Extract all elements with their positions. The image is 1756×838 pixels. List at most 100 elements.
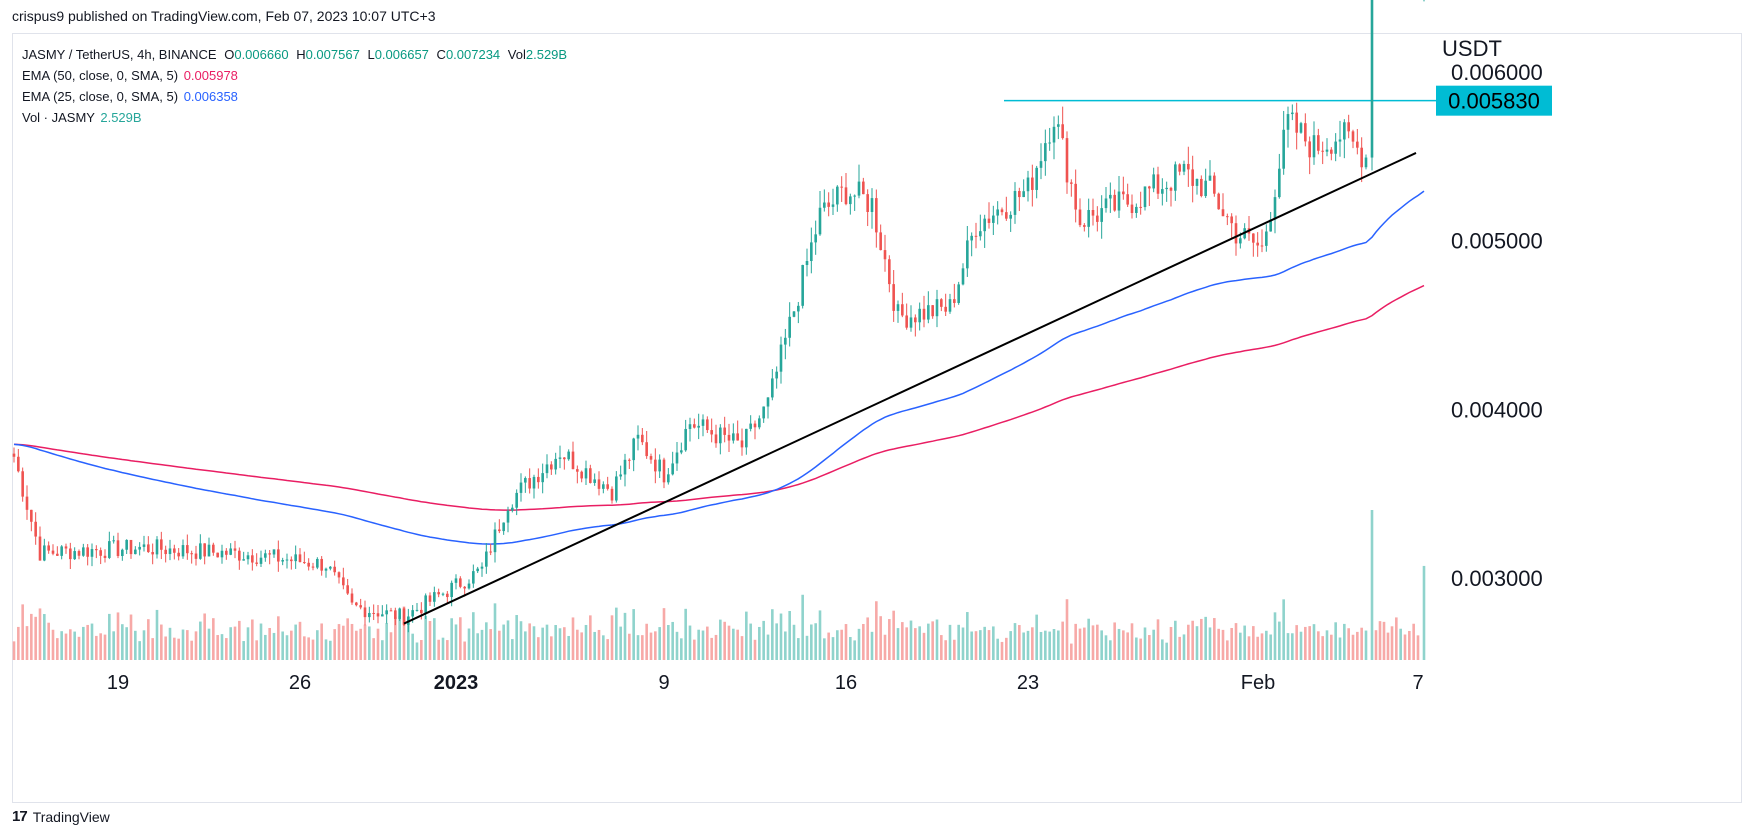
- volume-bar: [567, 635, 570, 660]
- legend-open-label: O: [224, 47, 235, 62]
- volume-bar: [840, 629, 843, 660]
- candle-body: [320, 558, 323, 571]
- volume-bar: [220, 634, 224, 660]
- candle-body: [1035, 167, 1038, 190]
- candle-body: [1031, 177, 1034, 190]
- candle-body: [541, 473, 544, 483]
- candle-body: [589, 468, 592, 483]
- volume-bar: [329, 640, 332, 660]
- candle-body: [1321, 150, 1324, 152]
- volume-bar: [1403, 634, 1407, 660]
- candle-body: [537, 476, 540, 483]
- candle-body: [242, 559, 245, 561]
- volume-bar: [415, 642, 419, 660]
- volume-bar: [1026, 630, 1030, 660]
- volume-bar: [134, 630, 137, 660]
- volume-bar: [983, 626, 986, 660]
- candle-body: [277, 549, 280, 562]
- candle-body: [818, 207, 822, 235]
- candle-body: [43, 545, 46, 561]
- level-label-box: [1436, 85, 1552, 116]
- volume-bar: [467, 628, 471, 660]
- candle-body: [1048, 142, 1051, 144]
- candle-body: [459, 578, 462, 587]
- candle-body: [212, 544, 215, 553]
- candle-body: [1169, 187, 1173, 191]
- volume-bar: [77, 636, 81, 660]
- volume-bar: [589, 615, 592, 660]
- candle-body: [896, 304, 900, 311]
- x-tick-label: Feb: [1241, 672, 1275, 694]
- volume-bar: [528, 623, 531, 660]
- candle-body: [615, 476, 618, 501]
- volume-bar: [719, 619, 722, 660]
- candle-body: [480, 566, 484, 569]
- candle-body: [99, 550, 102, 556]
- candle-body: [762, 406, 765, 419]
- volume-bar: [1048, 631, 1051, 660]
- tradingview-logo-icon: 17: [12, 808, 28, 825]
- candle-body: [879, 232, 882, 251]
- volume-bar: [337, 624, 341, 660]
- volume-bar: [69, 629, 72, 660]
- candle-body: [1256, 242, 1259, 246]
- candle-body: [333, 566, 336, 573]
- candle-body: [628, 459, 631, 461]
- volume-bar: [25, 626, 29, 660]
- volume-bar: [372, 638, 375, 660]
- candle-body: [64, 546, 68, 549]
- volume-bar: [537, 637, 540, 660]
- volume-bar: [454, 624, 458, 660]
- volume-bar: [1087, 618, 1090, 660]
- volume-bar: [294, 624, 297, 660]
- volume-bar: [272, 632, 276, 660]
- candle-body: [394, 610, 397, 619]
- volume-bar: [870, 631, 874, 660]
- candle-body: [1174, 164, 1177, 191]
- candle-body: [424, 595, 427, 614]
- volume-bar: [489, 629, 492, 660]
- volume-bar: [34, 616, 37, 660]
- candle-body: [56, 553, 59, 556]
- volume-bar: [428, 621, 432, 660]
- volume-bar: [394, 617, 397, 660]
- volume-bar: [1091, 625, 1095, 660]
- volume-bar: [21, 604, 24, 660]
- volume-bar: [1057, 630, 1060, 660]
- candle-body: [979, 231, 982, 237]
- candle-body: [753, 423, 757, 428]
- volume-bar: [1191, 620, 1194, 660]
- candle-body: [784, 337, 787, 345]
- candle-body: [103, 555, 107, 558]
- candle-body: [34, 521, 37, 537]
- candle-body: [433, 592, 436, 602]
- volume-bar: [1308, 626, 1311, 660]
- volume-bar: [17, 626, 20, 660]
- volume-bar: [324, 639, 328, 660]
- candle-body: [1057, 124, 1060, 127]
- volume-bar: [1265, 630, 1268, 660]
- candle-body: [1109, 194, 1112, 199]
- candle-body: [1343, 122, 1346, 140]
- volume-bar: [350, 623, 354, 660]
- volume-bar: [1422, 565, 1426, 660]
- volume-bar: [333, 629, 336, 660]
- candle-body: [1260, 245, 1264, 247]
- volume-bar: [420, 639, 423, 660]
- volume-bar: [103, 634, 107, 660]
- volume-bar: [1195, 626, 1199, 660]
- volume-bar: [888, 619, 891, 660]
- volume-bar: [532, 626, 536, 660]
- volume-bar: [186, 630, 189, 660]
- volume-bar: [424, 615, 427, 660]
- candle-body: [606, 484, 609, 489]
- volume-bar: [706, 626, 709, 660]
- y-tick-label: 0.005000: [1451, 229, 1543, 254]
- candle-body: [1347, 122, 1350, 132]
- candle-body: [727, 434, 731, 441]
- candle-body: [671, 463, 674, 475]
- volume-bar: [515, 615, 518, 660]
- candle-body: [883, 250, 887, 260]
